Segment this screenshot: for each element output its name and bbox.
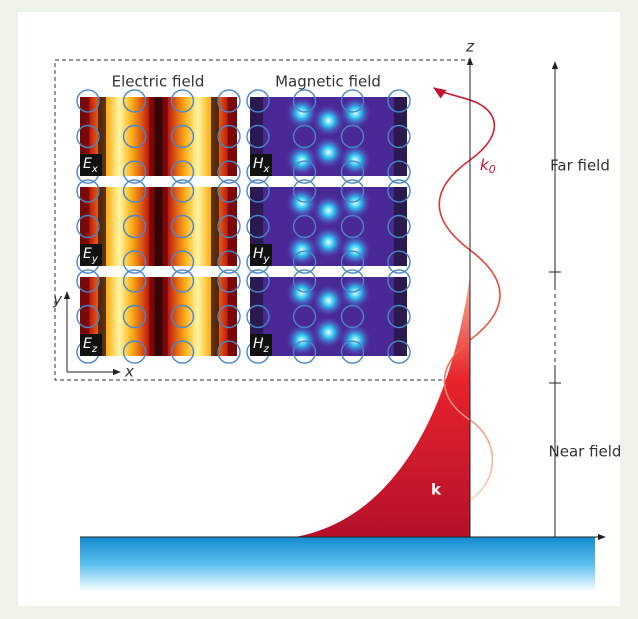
evanescent-label: k (431, 481, 442, 499)
map-spot (313, 136, 345, 168)
subscript: x (263, 164, 270, 175)
subscript: z (91, 344, 98, 355)
symbol: E (83, 246, 92, 262)
map-spot (313, 226, 345, 258)
field-map (80, 97, 237, 176)
subscript: y (91, 254, 99, 265)
map-spot (313, 105, 345, 137)
symbol: H (253, 156, 264, 172)
subscript: z (263, 344, 270, 355)
field-map (80, 187, 237, 266)
symbol: H (253, 246, 264, 262)
x-label: x (124, 363, 134, 381)
z-label: z (465, 38, 475, 56)
field-map (80, 277, 237, 356)
symbol: H (253, 336, 264, 352)
map-node (155, 97, 163, 176)
substrate (80, 537, 595, 592)
subscript: x (91, 164, 98, 175)
map-node (155, 277, 163, 356)
subscript: y (263, 254, 271, 265)
map-spot (313, 195, 345, 227)
y-label: y (52, 291, 63, 309)
map-spot (313, 285, 345, 317)
near-field-label: Near field (549, 443, 622, 461)
electric-title: Electric field (112, 73, 205, 91)
far-field-label: Far field (550, 157, 610, 175)
magnetic-title: Magnetic field (275, 73, 381, 91)
symbol: E (83, 336, 92, 352)
map-spot (313, 316, 345, 348)
figure: Electric field Magnetic field ExEyEzHxHy… (0, 0, 638, 619)
map-node (155, 187, 163, 266)
symbol: E (83, 156, 92, 172)
